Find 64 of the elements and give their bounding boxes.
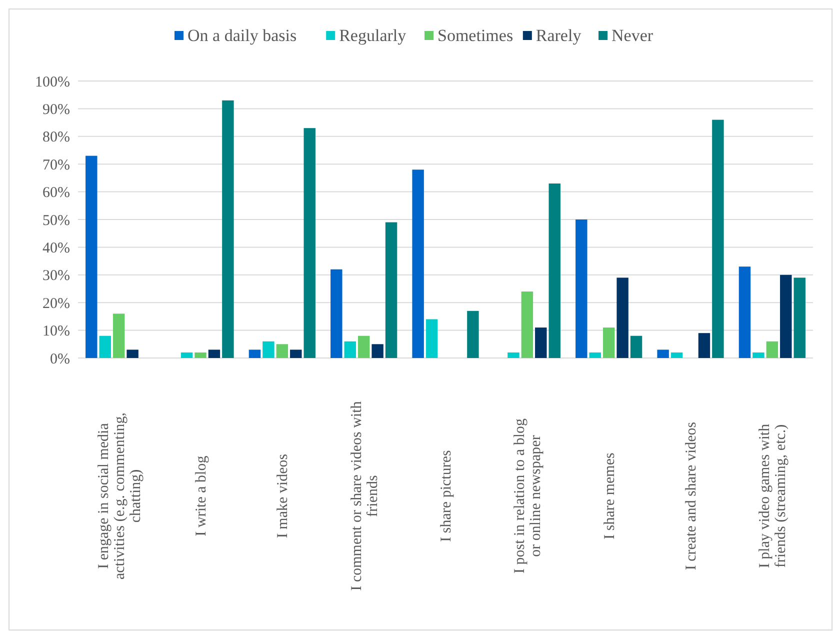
bar [752,352,764,358]
bar [86,156,98,358]
y-tick-label: 10% [42,324,70,340]
x-tick-label: I comment or share videos with friends [348,400,381,591]
bar [548,183,560,358]
bar [304,128,316,358]
bar [372,344,384,358]
x-tick-label: I write a blog [194,455,210,536]
bar [126,350,138,358]
legend-label: Never [612,26,654,45]
y-tick-label: 30% [42,268,70,284]
legend-label: On a daily basis [188,26,297,45]
y-tick-label: 40% [42,240,70,256]
bar [290,350,302,358]
y-tick-label: 60% [42,185,70,202]
x-tick-label: I play video games with friends (streaming, etc.) [757,423,790,568]
x-tick-label: I share pictures [438,450,454,542]
y-tick-label: 80% [42,130,70,146]
bar [222,100,234,358]
bar [262,341,274,358]
bar [521,292,534,358]
bar [330,269,342,358]
bar [385,222,398,358]
bar [766,341,778,358]
bar [794,278,806,358]
legend-label: Regularly [339,26,407,45]
bar [657,350,669,358]
y-tick-label: 100% [35,74,70,90]
bar [208,350,220,358]
legend-label: Rarely [536,26,582,45]
bar [194,352,206,358]
x-tick-label: I post in relation to a blog or online newspaper [512,418,544,574]
y-tick-label: 70% [42,157,70,174]
y-tick-label: 50% [42,212,70,229]
bar [112,314,125,358]
bar [180,352,193,358]
bar [412,170,424,358]
bar [426,319,438,358]
x-tick-label: I create and share videos [684,422,700,570]
bar [276,344,288,358]
bar [467,310,479,358]
y-tick-label: 90% [42,102,70,118]
bar [630,336,642,358]
x-tick-label: I engage in social media activities (e.g. commenting, chatting) [96,412,144,580]
bar [508,352,520,358]
x-tick-label: I share memes [602,452,618,540]
bar [344,341,356,358]
bar [670,352,683,358]
bar [712,120,724,358]
bar [698,333,710,358]
x-tick-label: I make videos [275,454,292,538]
y-tick-label: 0% [50,351,70,368]
bar [602,328,615,358]
bar [576,220,588,358]
bar [780,274,792,358]
bar [358,336,370,358]
bar [248,350,261,358]
y-tick-label: 20% [42,296,70,312]
bar [535,328,547,358]
bar [616,278,628,358]
bar [99,336,111,358]
bar [738,266,751,358]
bar [589,352,601,358]
legend-label: Sometimes [438,26,514,45]
